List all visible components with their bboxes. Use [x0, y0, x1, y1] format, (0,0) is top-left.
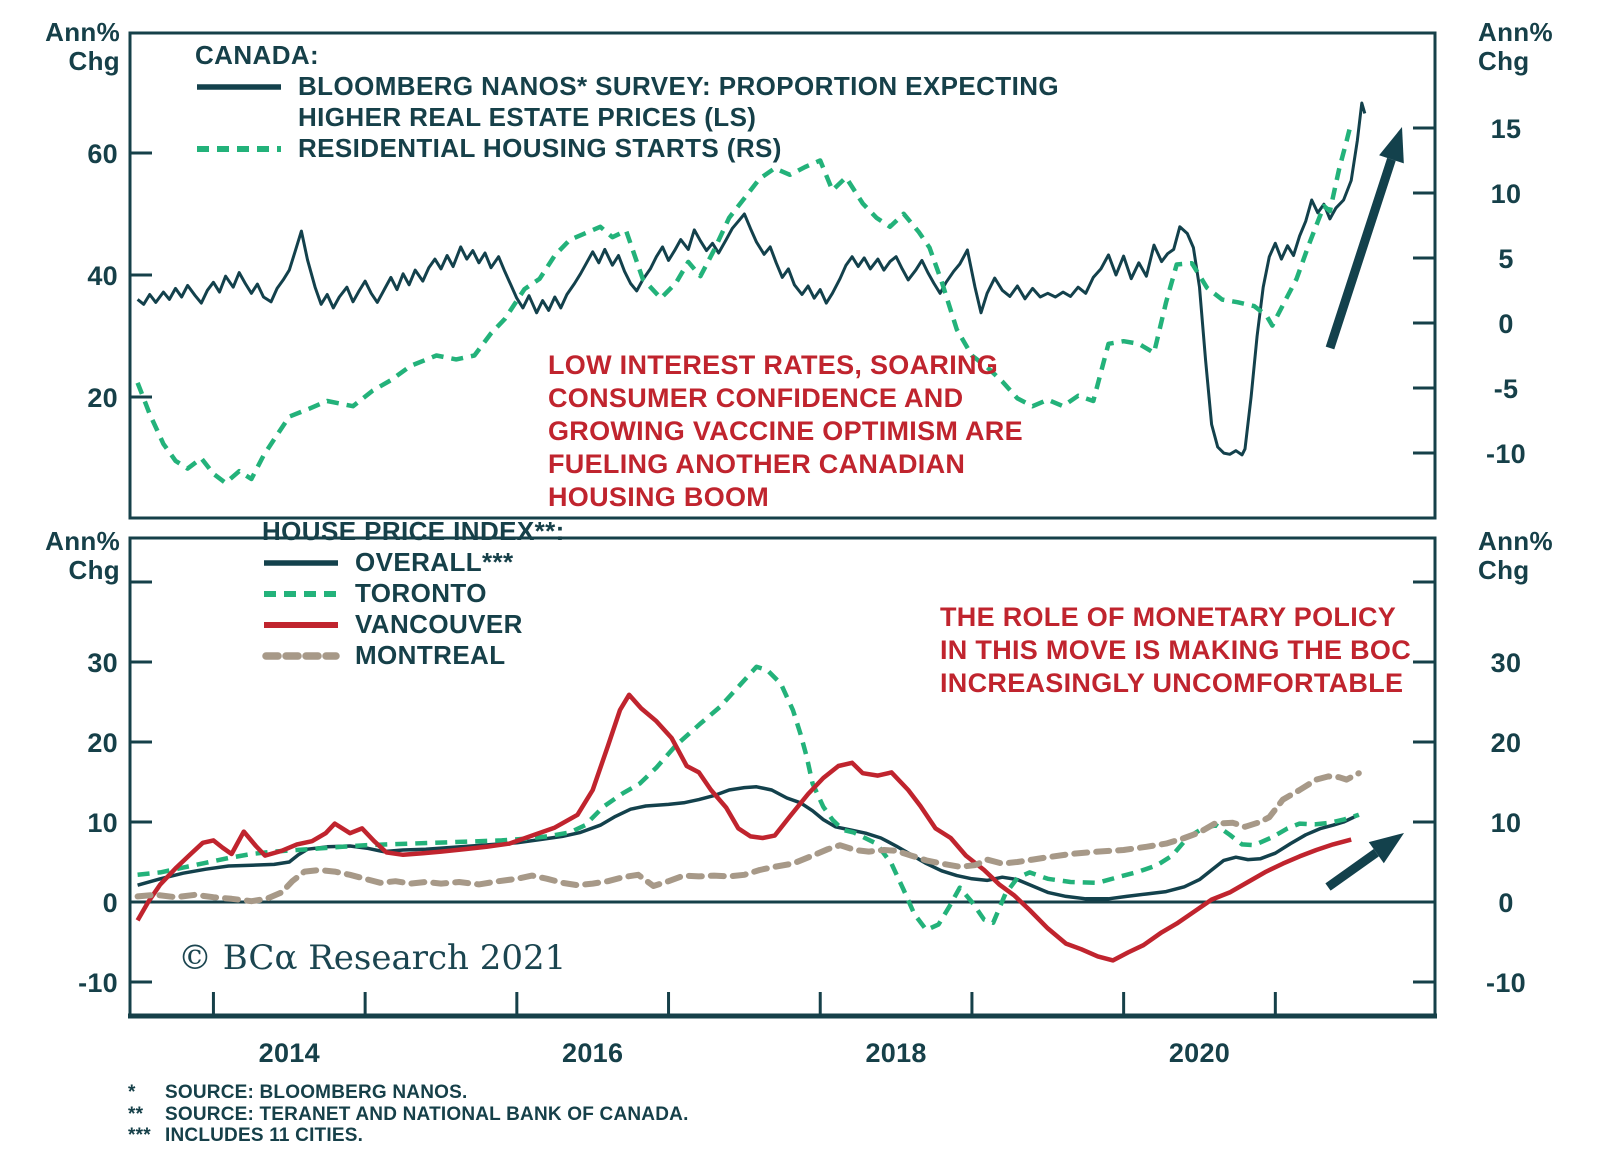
footnote-marker: *** — [128, 1125, 151, 1146]
svg-text:-10: -10 — [1486, 439, 1526, 469]
svg-text:10: 10 — [1491, 179, 1522, 209]
legend-label: RESIDENTIAL HOUSING STARTS (RS) — [298, 133, 782, 163]
annotation-line: GROWING VACCINE OPTIMISM ARE — [548, 416, 1023, 446]
legend-label: MONTREAL — [355, 640, 506, 670]
nanos-line-swatch — [197, 83, 281, 90]
svg-text:10: 10 — [87, 808, 118, 838]
axis-unit-line1: Ann% — [1478, 17, 1553, 47]
annotation-line: CONSUMER CONFIDENCE AND — [548, 383, 964, 413]
axis-unit-line1: Ann% — [45, 526, 120, 556]
annotation-line: THE ROLE OF MONETARY POLICY — [940, 602, 1397, 632]
legend-item-nanos: BLOOMBERG NANOS* SURVEY: PROPORTION EXPE… — [195, 71, 1059, 102]
svg-text:-10: -10 — [1486, 968, 1526, 998]
montreal-line-swatch — [262, 651, 340, 660]
svg-text:2014: 2014 — [259, 1038, 320, 1068]
footnote-marker: * — [128, 1082, 136, 1103]
footnote-row: * SOURCE: BLOOMBERG NANOS. — [128, 1082, 689, 1104]
svg-text:30: 30 — [87, 648, 118, 678]
legend-item-nanos-line2: HIGHER REAL ESTATE PRICES (LS) — [298, 102, 1059, 133]
axis-unit-line1: Ann% — [45, 17, 120, 47]
svg-text:2018: 2018 — [865, 1038, 926, 1068]
footnote-text: INCLUDES 11 CITIES. — [165, 1125, 364, 1146]
starts-line-swatch — [197, 145, 281, 152]
axis-unit-line1: Ann% — [1478, 526, 1553, 556]
footnote-row: ** SOURCE: TERANET AND NATIONAL BANK OF … — [128, 1104, 689, 1126]
axis-unit-line2: Chg — [68, 555, 120, 585]
svg-text:0: 0 — [103, 888, 118, 918]
footnote-marker: ** — [128, 1103, 144, 1125]
bottom-right-axis-unit: Ann% Chg — [1478, 527, 1568, 585]
bottom-annotation: THE ROLE OF MONETARY POLICY IN THIS MOVE… — [940, 601, 1411, 700]
svg-text:0: 0 — [1498, 309, 1513, 339]
annotation-line: HOUSING BOOM — [548, 482, 770, 512]
legend-label: BLOOMBERG NANOS* SURVEY: PROPORTION EXPE… — [298, 71, 1060, 101]
svg-text:2016: 2016 — [562, 1038, 623, 1068]
bottom-legend: HOUSE PRICE INDEX**: OVERALL*** TORONTO … — [262, 516, 565, 671]
top-legend-title: CANADA: — [195, 40, 320, 70]
axis-unit-line2: Chg — [1478, 46, 1530, 76]
svg-text:20: 20 — [87, 383, 118, 413]
svg-text:30: 30 — [1491, 648, 1522, 678]
legend-item-montreal: MONTREAL — [262, 640, 565, 671]
bottom-left-axis-unit: Ann% Chg — [40, 527, 120, 585]
svg-text:-10: -10 — [78, 968, 118, 998]
legend-item-housing-starts: RESIDENTIAL HOUSING STARTS (RS) — [195, 133, 1059, 164]
svg-text:2020: 2020 — [1169, 1038, 1230, 1068]
svg-text:-5: -5 — [1494, 374, 1519, 404]
svg-text:20: 20 — [1491, 728, 1522, 758]
legend-label: OVERALL*** — [355, 547, 514, 577]
overall-line-swatch — [264, 559, 338, 566]
top-annotation: LOW INTEREST RATES, SOARING CONSUMER CON… — [548, 349, 1023, 514]
legend-item-vancouver: VANCOUVER — [262, 609, 565, 640]
annotation-line: IN THIS MOVE IS MAKING THE BOC — [940, 635, 1412, 665]
svg-text:0: 0 — [1498, 888, 1513, 918]
axis-unit-line2: Chg — [1478, 555, 1530, 585]
legend-label: TORONTO — [355, 578, 487, 608]
toronto-line-swatch — [264, 590, 338, 597]
top-right-axis-unit: Ann% Chg — [1478, 18, 1568, 76]
legend-item-toronto: TORONTO — [262, 578, 565, 609]
footnotes: * SOURCE: BLOOMBERG NANOS. ** SOURCE: TE… — [128, 1082, 689, 1147]
footnote-text: SOURCE: TERANET AND NATIONAL BANK OF CAN… — [165, 1103, 689, 1125]
footnote-text: SOURCE: BLOOMBERG NANOS. — [165, 1082, 468, 1103]
legend-label: VANCOUVER — [355, 609, 523, 639]
svg-text:10: 10 — [1491, 808, 1522, 838]
annotation-line: INCREASINGLY UNCOMFORTABLE — [940, 668, 1404, 698]
svg-text:20: 20 — [87, 728, 118, 758]
svg-text:60: 60 — [87, 139, 118, 169]
vancouver-line-swatch — [264, 621, 338, 628]
top-legend: CANADA: BLOOMBERG NANOS* SURVEY: PROPORT… — [195, 40, 1059, 164]
axis-unit-line2: Chg — [68, 46, 120, 76]
svg-text:40: 40 — [87, 261, 118, 291]
legend-label: HIGHER REAL ESTATE PRICES (LS) — [298, 102, 757, 132]
top-left-axis-unit: Ann% Chg — [40, 18, 120, 76]
svg-text:15: 15 — [1491, 114, 1522, 144]
annotation-line: FUELING ANOTHER CANADIAN — [548, 449, 966, 479]
copyright-text: © BCα Research 2021 — [178, 938, 567, 978]
footnote-row: *** INCLUDES 11 CITIES. — [128, 1125, 689, 1147]
bottom-legend-title: HOUSE PRICE INDEX**: — [262, 516, 565, 546]
annotation-line: LOW INTEREST RATES, SOARING — [548, 350, 999, 380]
svg-text:5: 5 — [1498, 244, 1513, 274]
legend-item-overall: OVERALL*** — [262, 547, 565, 578]
